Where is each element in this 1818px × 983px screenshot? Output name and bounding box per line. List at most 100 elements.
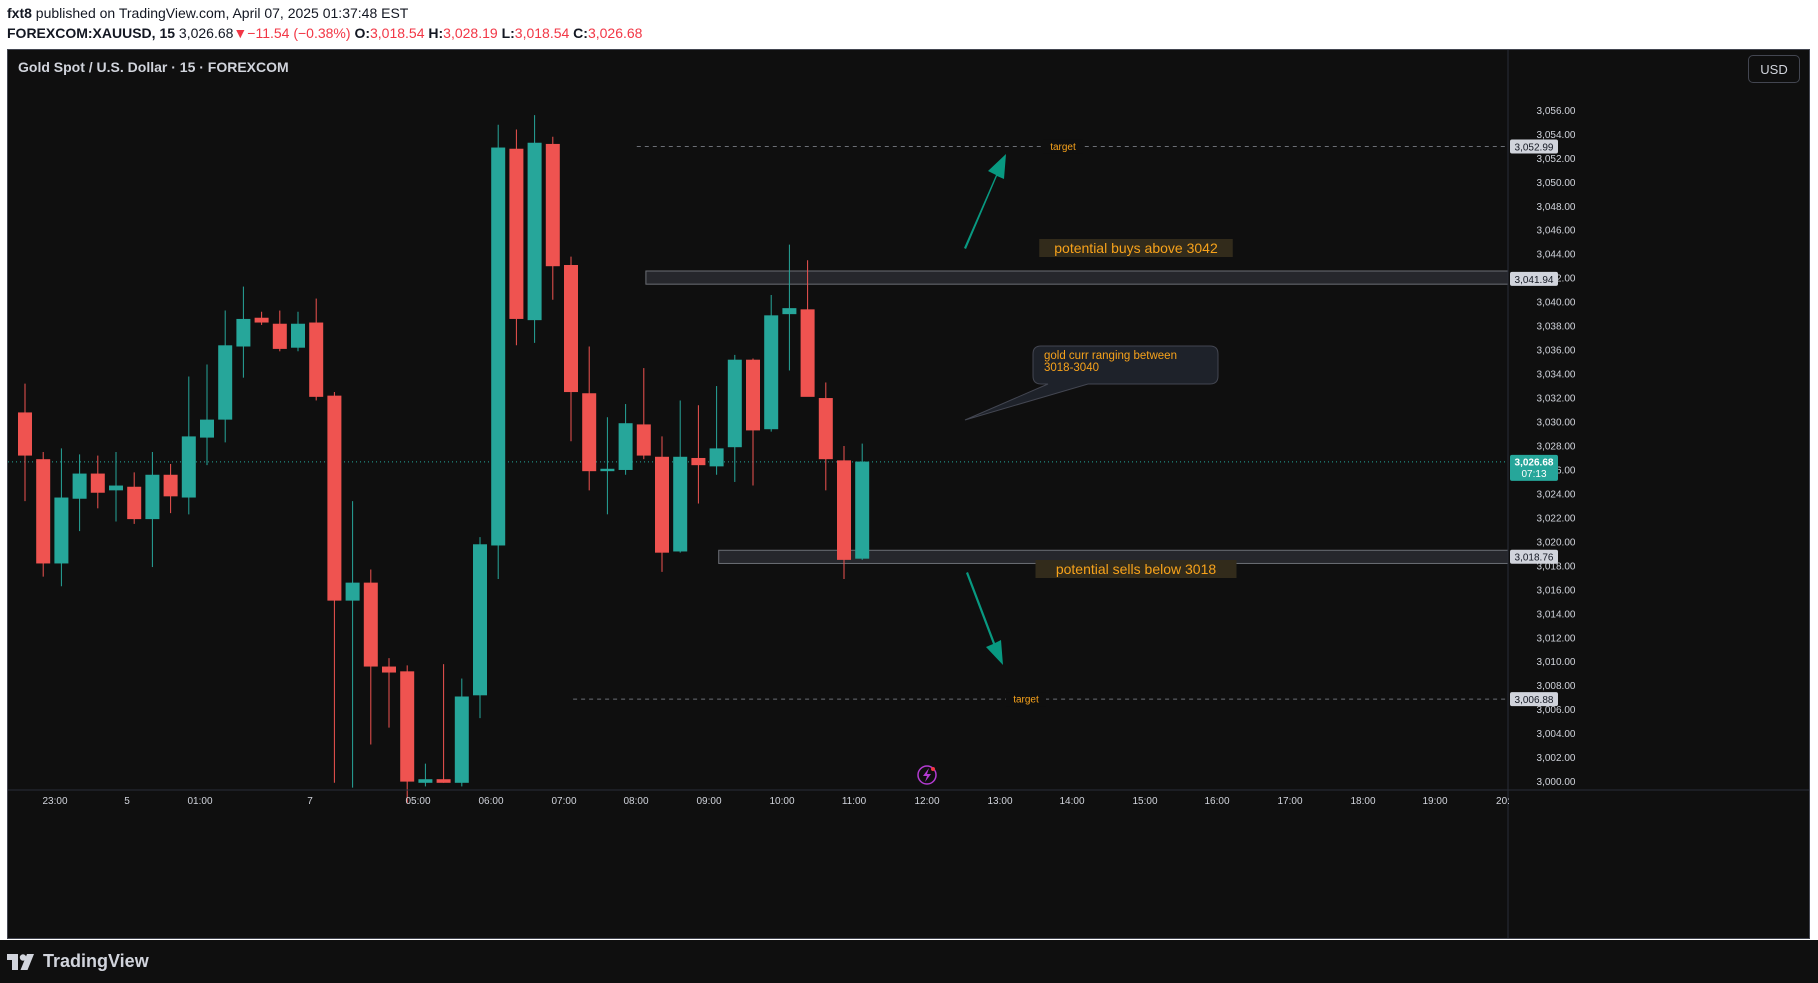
x-tick-label: 15:00	[1132, 796, 1157, 807]
tradingview-logo-text: TradingView	[43, 951, 149, 971]
candle-body	[400, 671, 415, 782]
x-tick-label: 13:00	[987, 796, 1012, 807]
candle-body	[72, 473, 87, 499]
footer: TradingView	[0, 940, 1818, 983]
candle-body	[636, 424, 651, 456]
author-name[interactable]: fxt8	[7, 5, 32, 21]
candle-body	[200, 419, 214, 438]
candle-body	[582, 393, 597, 472]
low-value: 3,018.54	[514, 25, 570, 41]
candle-body	[782, 308, 797, 315]
candle-body	[473, 544, 487, 696]
x-tick-label: 7	[307, 796, 313, 807]
candle-body	[618, 423, 633, 470]
x-tick-label: 09:00	[696, 796, 721, 807]
price-label: 3,006.88	[1515, 695, 1554, 706]
current-price-badge	[1510, 454, 1558, 481]
x-tick-label: 14:00	[1059, 796, 1084, 807]
x-tick-label: 01:00	[187, 796, 212, 807]
close-label: C:	[573, 25, 588, 41]
x-tick-label: 16:00	[1204, 796, 1229, 807]
chart-panel[interactable]: target target potential buys above 3042 pot…	[7, 49, 1810, 939]
candle-body	[145, 474, 160, 520]
down-arrow-icon	[966, 572, 1003, 665]
y-tick-label: 3,010.00	[1537, 657, 1576, 668]
y-tick-label: 3,020.00	[1537, 537, 1576, 548]
up-arrow-icon	[964, 154, 1006, 249]
callout-box	[964, 345, 1219, 421]
candle-body	[109, 485, 123, 491]
x-tick-label: 12:00	[914, 796, 939, 807]
close-value: 3,026.68	[587, 25, 643, 41]
y-tick-label: 3,050.00	[1537, 178, 1576, 189]
open-value: 3,018.54	[370, 25, 425, 41]
callout-text-line1: gold curr ranging between	[1044, 350, 1177, 362]
candle-body	[564, 265, 578, 393]
candlestick-chart[interactable]: target target potential buys above 3042 pot…	[8, 50, 1810, 939]
y-tick-label: 3,014.00	[1537, 609, 1576, 620]
candle-body	[600, 468, 615, 472]
y-tick-label: 3,056.00	[1537, 106, 1576, 117]
y-tick-label: 3,044.00	[1537, 250, 1576, 261]
tradingview-logo[interactable]: TradingView	[7, 951, 149, 972]
candle-body	[163, 474, 178, 497]
y-tick-label: 3,006.00	[1537, 705, 1576, 716]
chart-header: fxt8 published on TradingView.com, April…	[0, 0, 1818, 48]
candle-body	[709, 448, 724, 467]
symbol-label: FOREXCOM:XAUUSD, 15	[7, 25, 176, 41]
lightning-dot	[931, 767, 935, 771]
y-tick-label: 3,018.00	[1537, 561, 1576, 572]
candle-body	[436, 779, 451, 783]
down-arrow-icon: ▼	[233, 25, 248, 41]
candle-body	[545, 143, 560, 267]
candle-body	[127, 486, 142, 520]
candle-body	[327, 395, 342, 601]
candle-body	[291, 323, 305, 348]
x-tick-label: 23:00	[42, 796, 67, 807]
price-label-bg	[1510, 139, 1558, 154]
candle-body	[691, 457, 706, 466]
y-tick-label: 3,054.00	[1537, 130, 1576, 141]
y-tick-label: 3,028.00	[1537, 441, 1576, 452]
target-label: target	[1050, 142, 1076, 153]
y-tick-label: 3,024.00	[1537, 489, 1576, 500]
publication-line: fxt8 published on TradingView.com, April…	[7, 5, 408, 21]
currency-button[interactable]: USD	[1748, 55, 1800, 83]
candle-body	[382, 666, 396, 673]
y-tick-label: 3,008.00	[1537, 681, 1576, 692]
y-tick-label: 3,034.00	[1537, 370, 1576, 381]
target-label-bg	[1043, 139, 1083, 154]
x-tick-label: 10:00	[769, 796, 794, 807]
candle-body	[36, 459, 51, 564]
y-tick-label: 3,052.00	[1537, 154, 1576, 165]
candle-body	[272, 323, 287, 349]
candle-body	[309, 322, 324, 397]
candle-body	[181, 436, 196, 498]
candle-body	[509, 148, 524, 319]
last-price: 3,026.68	[178, 25, 234, 41]
y-tick-label: 3,030.00	[1537, 418, 1576, 429]
candle-body	[818, 398, 833, 460]
target-label: target	[1013, 695, 1039, 706]
price-label-bg	[1510, 692, 1558, 707]
buys-annotation-bg	[1039, 239, 1233, 257]
x-tick-label: 08:00	[623, 796, 648, 807]
candle-body	[800, 309, 815, 397]
tradingview-logo-icon	[7, 953, 34, 970]
candle-body	[90, 473, 105, 493]
price-label-bg	[1510, 549, 1558, 564]
callout-text-line2: 3018-3040	[1044, 362, 1099, 374]
price-label-bg	[1510, 271, 1558, 286]
sells-annotation: potential sells below 3018	[1056, 561, 1217, 577]
x-tick-label: 5	[124, 796, 130, 807]
candle-body	[254, 317, 269, 323]
chart-title: Gold Spot / U.S. Dollar · 15 · FOREXCOM	[18, 59, 289, 75]
candle-body	[491, 147, 506, 546]
candle-body	[764, 315, 779, 430]
price-change: −11.54 (−0.38%)	[247, 25, 351, 41]
open-label: O:	[354, 25, 370, 41]
x-tick-label: 17:00	[1277, 796, 1302, 807]
y-tick-label: 3,016.00	[1537, 585, 1576, 596]
candle-body	[363, 582, 378, 667]
x-tick-label: 06:00	[478, 796, 503, 807]
